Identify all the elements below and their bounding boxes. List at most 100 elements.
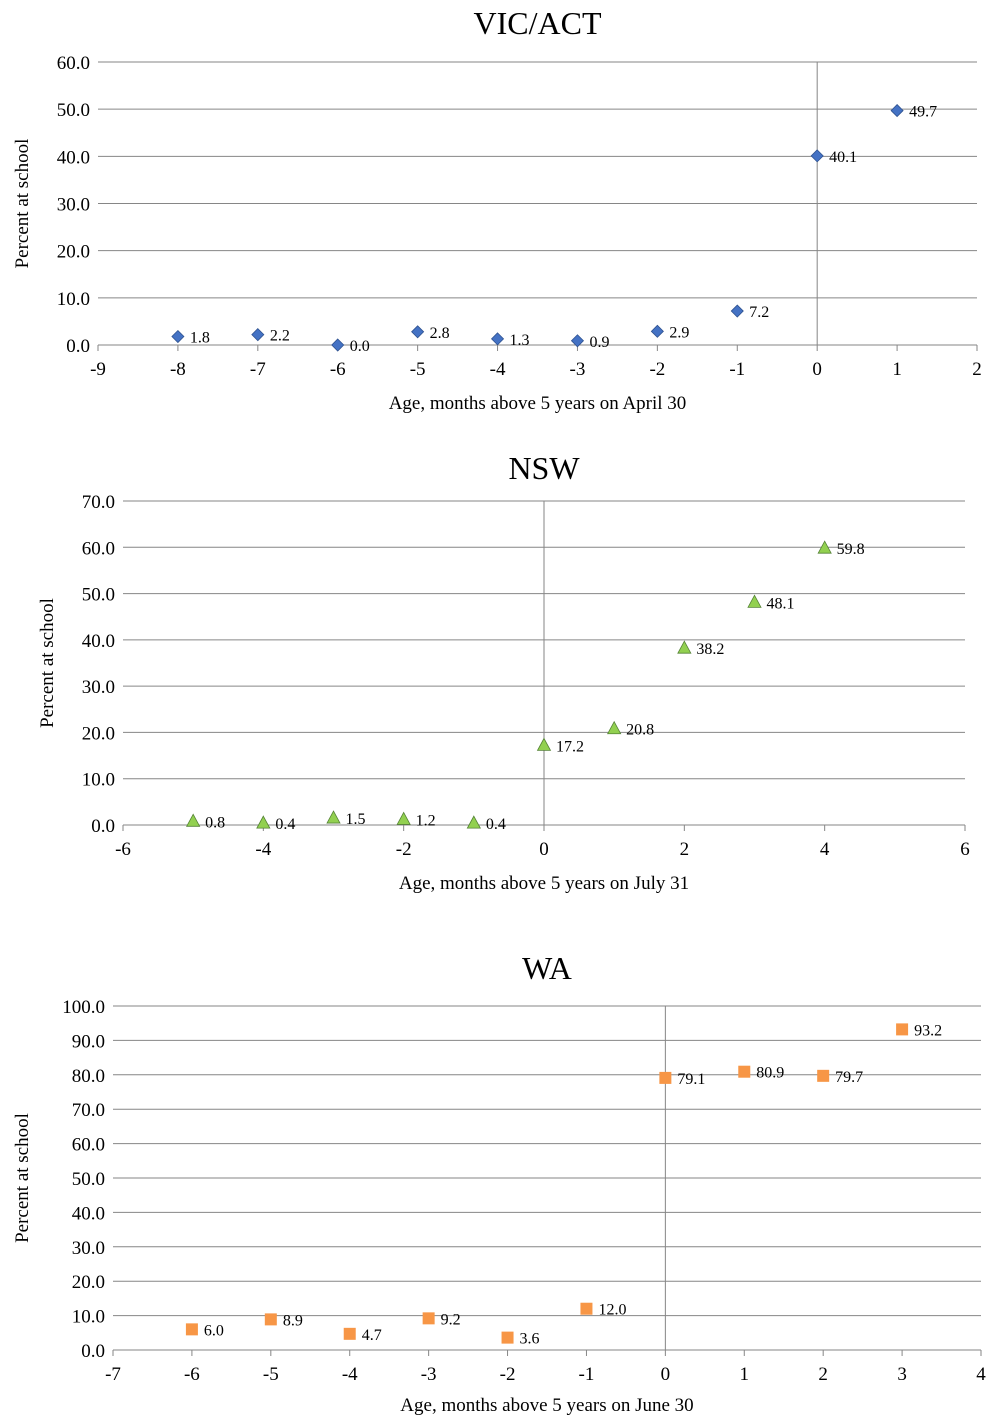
data-label: 20.8 bbox=[626, 722, 654, 739]
x-tick-label: 3 bbox=[897, 1364, 907, 1385]
x-tick-label: 2 bbox=[818, 1364, 828, 1385]
data-point bbox=[747, 594, 762, 608]
data-point bbox=[650, 324, 664, 338]
x-tick-label: -5 bbox=[263, 1364, 279, 1385]
y-tick-label: 20.0 bbox=[72, 1272, 105, 1293]
x-tick-label: -6 bbox=[330, 359, 346, 380]
y-tick-label: 0.0 bbox=[66, 336, 90, 357]
data-point bbox=[890, 104, 904, 118]
x-tick-label: -4 bbox=[490, 359, 506, 380]
data-label: 79.1 bbox=[677, 1071, 705, 1088]
y-tick-label: 50.0 bbox=[57, 100, 90, 121]
x-tick-label: -7 bbox=[250, 359, 266, 380]
y-tick-label: 60.0 bbox=[72, 1135, 105, 1156]
x-tick-label: -9 bbox=[90, 359, 106, 380]
chart-3: 0.0 10.0 20.0 30.0 40.0 50.0 60.0 70.0 80.0 90.0 1… bbox=[12, 950, 986, 1416]
data-label: 4.7 bbox=[362, 1327, 382, 1344]
x-tick-label: 6 bbox=[960, 839, 970, 860]
x-tick-label: 2 bbox=[680, 839, 690, 860]
x-axis-label: Age, months above 5 years on April 30 bbox=[389, 393, 687, 414]
x-tick-label: 0 bbox=[539, 839, 549, 860]
data-label: 48.1 bbox=[767, 595, 795, 612]
x-axis-label: Age, months above 5 years on June 30 bbox=[400, 1395, 693, 1416]
y-tick-label: 40.0 bbox=[82, 631, 115, 652]
x-tick-label: -4 bbox=[342, 1364, 358, 1385]
y-axis-label: Percent at school bbox=[12, 1113, 33, 1243]
data-point bbox=[256, 815, 271, 829]
data-label: 93.2 bbox=[914, 1022, 942, 1039]
data-label: 9.2 bbox=[441, 1311, 461, 1328]
x-tick-label: -4 bbox=[255, 839, 271, 860]
data-label: 40.1 bbox=[829, 149, 857, 166]
data-point bbox=[580, 1302, 593, 1315]
chart-2: 0.0 10.0 20.0 30.0 40.0 50.0 60.0 70.0 -6 -4 -2 0 2 4… bbox=[37, 450, 970, 894]
y-tick-label: 30.0 bbox=[72, 1238, 105, 1259]
y-axis-label: Percent at school bbox=[37, 598, 58, 728]
data-label: 2.2 bbox=[270, 328, 290, 345]
y-tick-label: 10.0 bbox=[57, 289, 90, 310]
data-label: 0.0 bbox=[350, 338, 370, 355]
y-tick-label: 90.0 bbox=[72, 1031, 105, 1052]
data-point bbox=[659, 1071, 672, 1084]
y-tick-label: 60.0 bbox=[82, 538, 115, 559]
x-tick-label: -8 bbox=[170, 359, 186, 380]
data-point bbox=[185, 1323, 198, 1336]
data-label: 7.2 bbox=[749, 304, 769, 321]
x-axis-label: Age, months above 5 years on July 31 bbox=[399, 873, 689, 894]
data-label: 1.8 bbox=[190, 330, 210, 347]
chart-title: NSW bbox=[508, 450, 580, 486]
x-tick-label: -3 bbox=[421, 1364, 437, 1385]
data-point bbox=[171, 329, 185, 344]
y-tick-label: 40.0 bbox=[57, 147, 90, 168]
x-tick-label: 4 bbox=[820, 839, 830, 860]
data-point bbox=[490, 332, 505, 346]
data-point bbox=[677, 640, 692, 654]
data-point bbox=[810, 149, 824, 163]
y-tick-label: 0.0 bbox=[91, 816, 115, 837]
data-point bbox=[501, 1331, 514, 1344]
x-tick-label: -2 bbox=[396, 839, 412, 860]
x-tick-label: 1 bbox=[740, 1364, 750, 1385]
data-label: 2.9 bbox=[669, 324, 689, 341]
data-label: 2.8 bbox=[430, 325, 450, 342]
y-tick-label: 60.0 bbox=[57, 53, 90, 74]
data-label: 17.2 bbox=[556, 738, 584, 755]
data-label: 3.6 bbox=[520, 1331, 540, 1348]
data-label: 0.9 bbox=[589, 334, 609, 351]
data-point bbox=[185, 813, 201, 827]
x-tick-label: 0 bbox=[812, 359, 822, 380]
y-tick-label: 10.0 bbox=[72, 1307, 105, 1328]
chart-title: WA bbox=[522, 950, 572, 986]
data-label: 0.8 bbox=[205, 814, 225, 831]
x-tick-label: -6 bbox=[184, 1364, 200, 1385]
x-tick-label: -1 bbox=[729, 359, 745, 380]
data-point bbox=[422, 1312, 435, 1325]
x-tick-label: -5 bbox=[410, 359, 426, 380]
y-tick-label: 0.0 bbox=[81, 1341, 105, 1362]
data-label: 59.8 bbox=[837, 541, 865, 558]
y-tick-label: 100.0 bbox=[62, 997, 105, 1018]
data-point bbox=[730, 304, 744, 318]
data-point bbox=[331, 338, 345, 352]
data-label: 12.0 bbox=[598, 1302, 626, 1319]
data-point bbox=[343, 1327, 356, 1340]
data-label: 38.2 bbox=[696, 641, 724, 658]
data-label: 80.9 bbox=[756, 1065, 784, 1082]
data-point bbox=[570, 334, 585, 348]
data-point bbox=[817, 540, 832, 554]
data-label: 1.5 bbox=[346, 811, 366, 828]
data-label: 0.4 bbox=[275, 816, 295, 833]
data-label: 0.4 bbox=[486, 816, 506, 833]
data-point bbox=[606, 720, 622, 735]
y-tick-label: 20.0 bbox=[57, 242, 90, 263]
y-tick-label: 30.0 bbox=[82, 677, 115, 698]
y-tick-label: 70.0 bbox=[72, 1100, 105, 1121]
data-label: 8.9 bbox=[283, 1312, 303, 1329]
x-tick-label: -6 bbox=[115, 839, 131, 860]
data-point bbox=[817, 1069, 830, 1082]
x-tick-label: -2 bbox=[649, 359, 665, 380]
data-point bbox=[326, 810, 341, 824]
chart-1: 0.010.020.030.040.050.060.0-9 -8 -7 -6 -5 -4-… bbox=[12, 5, 982, 414]
y-tick-label: 10.0 bbox=[82, 770, 115, 791]
y-tick-label: 80.0 bbox=[72, 1066, 105, 1087]
